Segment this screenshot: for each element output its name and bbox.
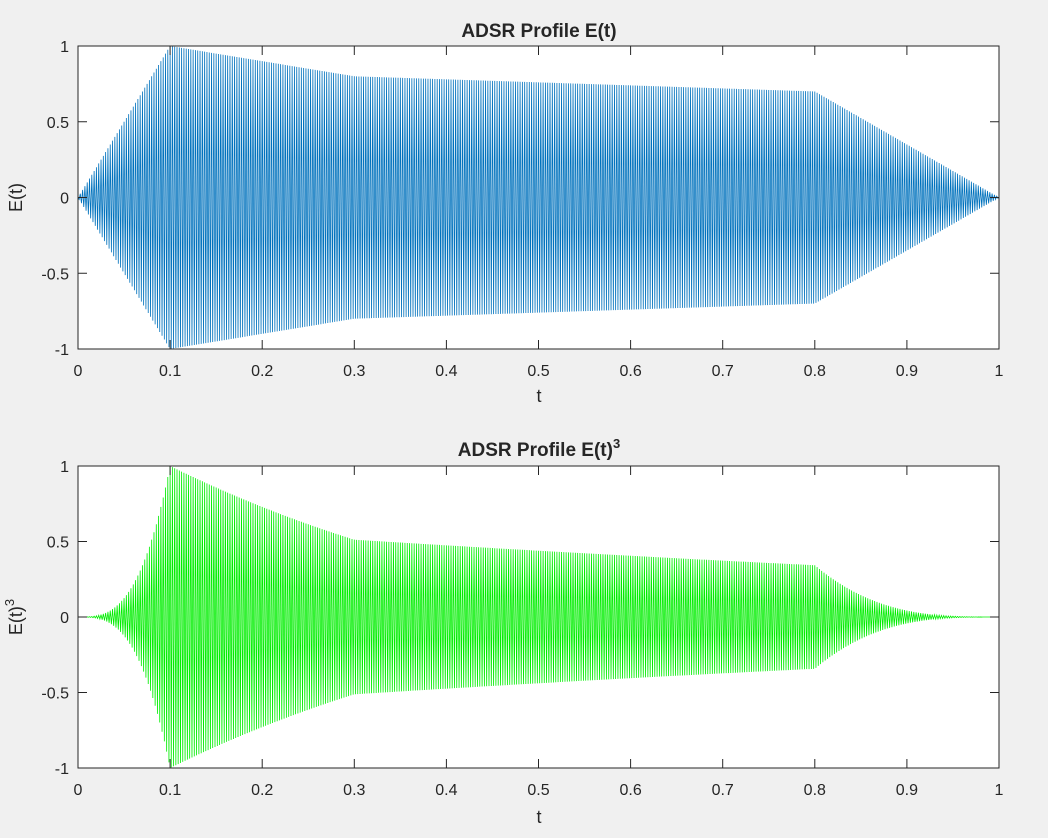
x-tick-label: 0.3 — [343, 782, 365, 799]
y-axis-label-superscript: 3 — [2, 599, 17, 606]
axes-box — [77, 465, 1000, 769]
x-tick-label: 0.2 — [251, 363, 273, 380]
y-tick-label: -1 — [55, 342, 69, 359]
x-tick-label: 0.8 — [804, 782, 826, 799]
y-tick-label: 0.5 — [47, 115, 69, 132]
x-axis-label: t — [536, 807, 541, 827]
chart-title: ADSR Profile E(t) — [461, 21, 616, 42]
x-tick-label: 0.6 — [619, 782, 641, 799]
y-tick-label: 1 — [60, 39, 69, 56]
x-tick-label: 0.5 — [527, 782, 549, 799]
x-tick-label: 0.7 — [712, 363, 734, 380]
y-axis-label-base: E(t) — [6, 606, 26, 635]
x-tick-label: 0.1 — [159, 363, 181, 380]
x-tick-label: 0.8 — [804, 363, 826, 380]
x-tick-label: 0.7 — [712, 782, 734, 799]
y-tick-label: -1 — [55, 761, 69, 778]
y-axis-label: E(t)3 — [2, 599, 26, 635]
chart-title-superscript: 3 — [613, 436, 620, 451]
x-tick-label: 0.5 — [527, 363, 549, 380]
axes-box — [77, 45, 1000, 350]
x-tick-label: 0 — [74, 782, 83, 799]
tick-layer: 0 0.1 0.2 0.3 0.4 0.5 0.6 0.7 0.8 0.9 1 -1 -0.5 0 0.5 1 — [41, 459, 1003, 799]
tick-layer: 0 0.1 0.2 0.3 0.4 0.5 0.6 0.7 0.8 0.9 1 -1 -0.5 0 0.5 1 — [41, 39, 1003, 380]
x-tick-label: 0.3 — [343, 363, 365, 380]
y-axis-label: E(t) — [6, 183, 26, 212]
y-tick-label: 1 — [60, 459, 69, 476]
x-tick-label: 1 — [995, 782, 1004, 799]
y-tick-label: 0 — [60, 610, 69, 627]
y-tick-label: -0.5 — [41, 266, 69, 283]
x-tick-label: 0 — [74, 363, 83, 380]
series-line-0 — [77, 45, 1000, 349]
x-tick-label: 0.2 — [251, 782, 273, 799]
y-tick-label: 0.5 — [47, 535, 69, 552]
subplot-bottom: 0 0.1 0.2 0.3 0.4 0.5 0.6 0.7 0.8 0.9 1 -1 -0.5 0 0.5 1… — [2, 436, 1004, 827]
x-tick-label: 0.6 — [619, 363, 641, 380]
x-tick-label: 0.4 — [435, 782, 457, 799]
x-tick-label: 0.9 — [896, 363, 918, 380]
x-tick-label: 0.1 — [159, 782, 181, 799]
x-tick-label: 0.9 — [896, 782, 918, 799]
subplot-top: 0 0.1 0.2 0.3 0.4 0.5 0.6 0.7 0.8 0.9 1 -1 -0.5 0 0.5 1… — [6, 21, 1004, 406]
x-tick-label: 0.4 — [435, 363, 457, 380]
chart-title-base: ADSR Profile E(t) — [458, 440, 613, 461]
series-line-0 — [78, 465, 999, 768]
chart-title: ADSR Profile E(t)3 — [458, 436, 620, 461]
y-tick-label: -0.5 — [41, 686, 69, 703]
series-layer — [78, 465, 999, 768]
x-axis-label: t — [536, 386, 541, 406]
y-tick-label: 0 — [60, 191, 69, 208]
x-tick-label: 1 — [995, 363, 1004, 380]
series-layer — [77, 45, 1000, 349]
